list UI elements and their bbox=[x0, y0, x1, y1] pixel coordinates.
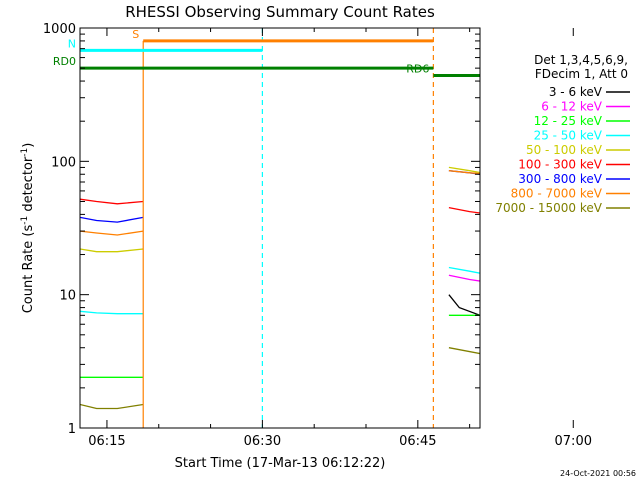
flag-label-8: RD6 bbox=[406, 63, 429, 76]
series-3-segment-0 bbox=[80, 310, 144, 315]
legend-header-line-1: Det 1,3,4,5,6,9, bbox=[534, 53, 628, 67]
legend: Det 1,3,4,5,6,9, FDecim 1, Att 0 3 - 6 k… bbox=[495, 53, 630, 215]
legend-label-4: 50 - 100 keV bbox=[526, 143, 603, 157]
series-7-segment-0 bbox=[80, 230, 144, 236]
x-axis-label: Start Time (17-Mar-13 06:12:22) bbox=[175, 456, 386, 471]
series-5 bbox=[80, 198, 480, 214]
series-5-segment-0 bbox=[80, 198, 144, 205]
y-axis-label: Count Rate (s-1 detector-1) bbox=[20, 143, 36, 314]
series-3 bbox=[80, 266, 480, 315]
y-axis-label-mid: detector bbox=[21, 156, 36, 216]
series-8 bbox=[80, 347, 480, 410]
series-6-segment-0 bbox=[80, 216, 144, 223]
x-tick-label-3: 07:00 bbox=[555, 434, 592, 449]
y-tick-label-0: 1 bbox=[68, 422, 76, 437]
series-8-segment-1 bbox=[448, 347, 480, 355]
plot-area: SNFRD0RD6 bbox=[53, 28, 480, 428]
x-tick-label-1: 06:30 bbox=[244, 434, 281, 449]
y-tick-label-1: 10 bbox=[59, 289, 76, 304]
legend-label-5: 100 - 300 keV bbox=[518, 158, 602, 172]
axes: 06:1506:3006:4507:0007:1507:3007:4511010… bbox=[43, 22, 592, 449]
series-4-segment-0 bbox=[80, 248, 144, 253]
timestamp: 24-Oct-2021 00:56 bbox=[560, 469, 636, 478]
flag-label-0: S bbox=[132, 28, 139, 41]
plot-frame bbox=[79, 27, 481, 429]
series-8-segment-0 bbox=[80, 403, 144, 410]
series-7 bbox=[80, 170, 480, 236]
flag-label-5: RD0 bbox=[53, 55, 76, 68]
series-0 bbox=[448, 294, 480, 317]
legend-label-8: 7000 - 15000 keV bbox=[495, 201, 602, 215]
chart-title: RHESSI Observing Summary Count Rates bbox=[125, 3, 435, 21]
series-2 bbox=[80, 314, 480, 378]
legend-label-2: 12 - 25 keV bbox=[534, 114, 603, 128]
plot-clip-group bbox=[80, 28, 480, 428]
flag-label-1: N bbox=[68, 37, 76, 50]
y-axis-label-end: ) bbox=[21, 143, 36, 148]
y-axis-label-sup2: -1 bbox=[20, 148, 30, 157]
legend-label-6: 300 - 800 keV bbox=[518, 172, 602, 186]
legend-header-line-2: FDecim 1, Att 0 bbox=[535, 67, 628, 81]
y-axis-label-sup: -1 bbox=[20, 216, 30, 225]
series-4 bbox=[80, 166, 480, 253]
series-3-segment-1 bbox=[448, 266, 480, 274]
x-tick-label-0: 06:15 bbox=[88, 434, 125, 449]
x-tick-label-2: 06:45 bbox=[399, 434, 436, 449]
legend-label-7: 800 - 7000 keV bbox=[511, 187, 603, 201]
flag-labels: SNFRD0RD6 bbox=[53, 28, 429, 76]
y-tick-label-2: 100 bbox=[51, 155, 76, 170]
series-0-segment-0 bbox=[448, 294, 480, 317]
y-tick-label-3: 1000 bbox=[43, 22, 76, 37]
y-axis-label-main: Count Rate (s bbox=[21, 225, 36, 314]
legend-label-0: 3 - 6 keV bbox=[549, 85, 603, 99]
legend-label-3: 25 - 50 keV bbox=[534, 129, 603, 143]
legend-label-1: 6 - 12 keV bbox=[541, 100, 603, 114]
series-6 bbox=[80, 170, 480, 223]
